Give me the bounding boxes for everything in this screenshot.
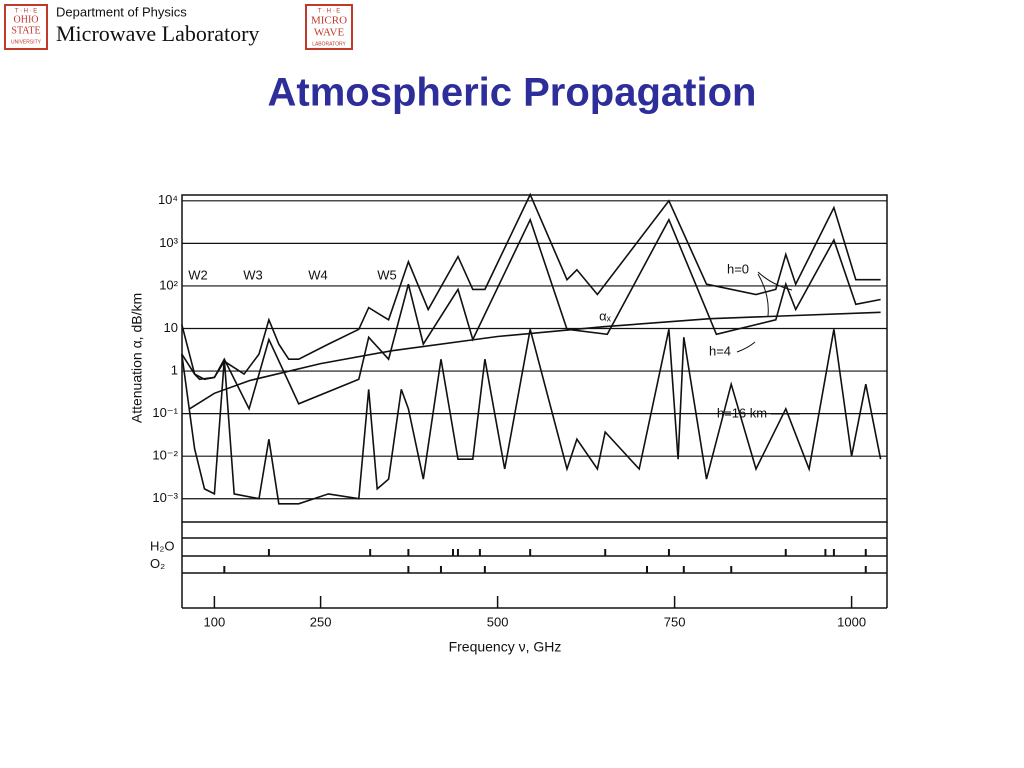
department: Department of Physics: [56, 4, 187, 19]
logo-left: T · H · E OHIO STATE UNIVERSITY: [4, 4, 48, 50]
y-tick-label: 10⁻¹: [152, 405, 178, 420]
x-tick-label: 100: [204, 614, 226, 629]
row-label: H₂O: [150, 538, 175, 553]
y-tick-label: 10²: [159, 277, 178, 292]
logo-right: T · H · E MICRO WAVE LABORATORY: [305, 4, 353, 50]
logo-text: MICRO: [311, 15, 347, 27]
y-axis-label: Attenuation α, dB/km: [129, 293, 145, 423]
logo-text: WAVE: [314, 27, 345, 39]
annotation: W2: [188, 267, 208, 282]
series-line: [181, 217, 881, 411]
series-line: [181, 329, 882, 505]
x-tick-label: 500: [487, 614, 509, 629]
y-tick-label: 10⁴: [158, 192, 178, 207]
annotation: W5: [377, 267, 397, 282]
series-line: [189, 311, 881, 410]
y-tick-label: 10³: [159, 235, 178, 250]
x-tick-label: 1000: [837, 614, 866, 629]
annotation: h=4: [709, 343, 731, 358]
logo-text: LABORATORY: [312, 41, 346, 47]
annotation: αₓ: [599, 308, 612, 323]
annotation: W4: [308, 267, 328, 282]
x-axis-label: Frequency ν, GHz: [449, 639, 562, 655]
x-tick-label: 750: [664, 614, 686, 629]
series-line: [181, 192, 881, 381]
y-tick-label: 10: [164, 320, 178, 335]
row-label: O₂: [150, 556, 165, 571]
y-tick-label: 10⁻³: [152, 490, 178, 505]
frame: [181, 194, 888, 609]
logo-text: T · H · E: [15, 9, 38, 15]
x-tick-label: 250: [310, 614, 332, 629]
lab-name: Microwave Laboratory: [56, 21, 259, 46]
annotation: W3: [243, 267, 263, 282]
logo-text: UNIVERSITY: [11, 39, 42, 45]
annotation: h=16 km: [717, 405, 767, 420]
chart-title: Atmospheric Propagation: [268, 71, 757, 115]
annotation: h=0: [727, 261, 749, 276]
logo-text: OHIO: [14, 14, 39, 25]
y-tick-label: 10⁻²: [152, 448, 178, 463]
logo-text: T · H · E: [318, 9, 341, 15]
logo-text: STATE: [11, 25, 40, 36]
y-tick-label: 1: [171, 362, 178, 377]
